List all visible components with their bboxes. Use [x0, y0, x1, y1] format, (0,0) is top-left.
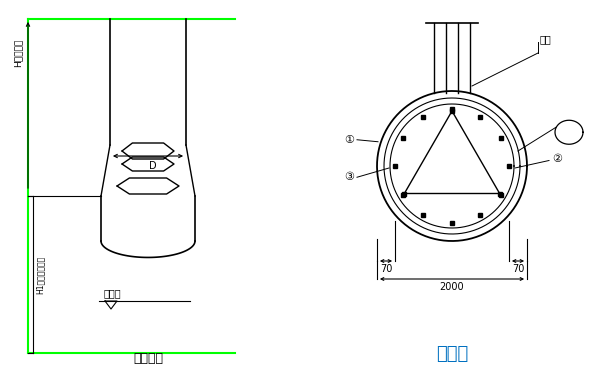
Text: ②: ②	[552, 154, 562, 164]
Text: 70: 70	[512, 264, 524, 274]
Text: H1（入岩深度）: H1（入岩深度）	[36, 255, 45, 293]
Text: 桩截面: 桩截面	[436, 345, 468, 363]
Text: 持力层: 持力层	[104, 288, 121, 298]
Text: ③: ③	[344, 172, 354, 182]
Text: 70: 70	[380, 264, 392, 274]
Text: 2000: 2000	[440, 282, 464, 292]
Text: 焊接: 焊接	[540, 34, 552, 44]
Text: H（桩长）: H（桩长）	[13, 39, 23, 68]
Text: D: D	[149, 161, 157, 171]
Text: ①: ①	[344, 135, 354, 145]
Text: 桩身大样: 桩身大样	[133, 352, 163, 365]
